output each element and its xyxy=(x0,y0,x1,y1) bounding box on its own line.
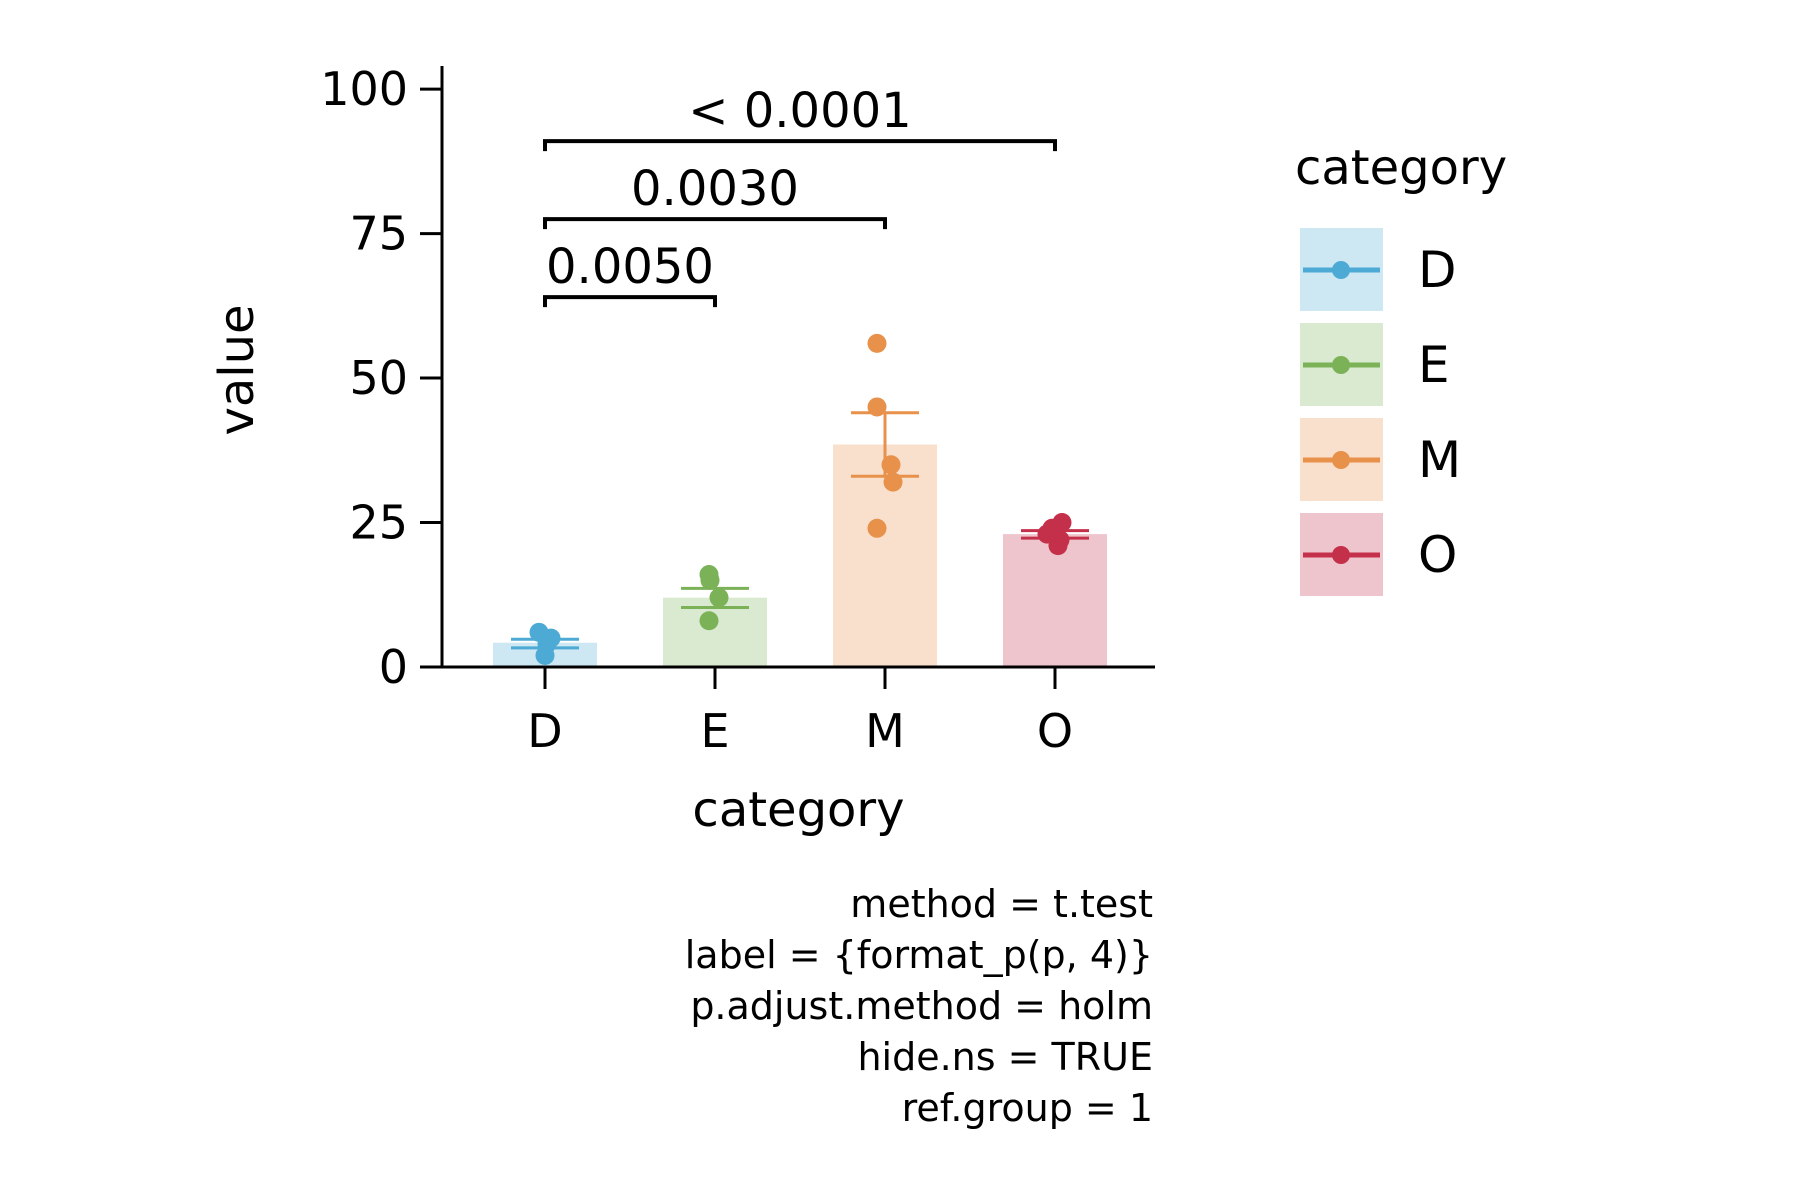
x-axis-title: category xyxy=(692,782,904,838)
point-m-4 xyxy=(867,518,887,538)
point-e-1 xyxy=(700,570,720,590)
x-tick-label-o: O xyxy=(1037,704,1073,758)
bar-o xyxy=(1003,534,1107,667)
caption: method = t.test label = {format_p(p, 4)} p… xyxy=(685,882,1153,1130)
caption-line: label = {format_p(p, 4)} xyxy=(685,933,1153,977)
legend-title: category xyxy=(1295,140,1507,196)
y-tick-label: 75 xyxy=(349,207,408,261)
y-tick-label: 0 xyxy=(379,640,408,694)
x-tick-label-e: E xyxy=(700,704,729,758)
legend-label-o: O xyxy=(1418,526,1457,584)
point-m-2 xyxy=(881,455,901,475)
point-m-1 xyxy=(867,397,887,417)
legend-label-d: D xyxy=(1418,241,1457,299)
x-tick-label-d: D xyxy=(527,704,562,758)
legend-label-e: E xyxy=(1418,336,1450,394)
point-d-3 xyxy=(535,645,555,665)
y-axis-title: value xyxy=(209,304,265,435)
comparison-bracket-d-e xyxy=(543,295,717,308)
x-tick-label-m: M xyxy=(865,704,905,758)
legend-point-m xyxy=(1332,451,1350,469)
comparison-bracket-d-m xyxy=(543,217,887,230)
point-e-2 xyxy=(709,588,729,608)
y-tick-label: 25 xyxy=(349,496,408,550)
comparison-label: 0.0050 xyxy=(546,239,714,295)
caption-line: p.adjust.method = holm xyxy=(690,984,1153,1028)
caption-line: hide.ns = TRUE xyxy=(857,1035,1153,1079)
comparison-bracket-d-o xyxy=(543,139,1057,152)
point-m-0 xyxy=(867,333,887,353)
y-tick-label: 100 xyxy=(320,62,408,116)
point-m-3 xyxy=(883,472,903,492)
bar-e xyxy=(663,597,767,667)
y-tick-label: 50 xyxy=(349,351,408,405)
comparison-label: 0.0030 xyxy=(631,161,799,217)
legend-point-d xyxy=(1332,261,1350,279)
comparison-label: < 0.0001 xyxy=(688,83,911,139)
caption-line: method = t.test xyxy=(850,882,1153,926)
legend-label-m: M xyxy=(1418,431,1461,489)
point-o-4 xyxy=(1048,536,1068,556)
point-e-3 xyxy=(699,611,719,631)
caption-line: ref.group = 1 xyxy=(902,1086,1153,1130)
legend-point-o xyxy=(1332,546,1350,564)
legend-point-e xyxy=(1332,356,1350,374)
